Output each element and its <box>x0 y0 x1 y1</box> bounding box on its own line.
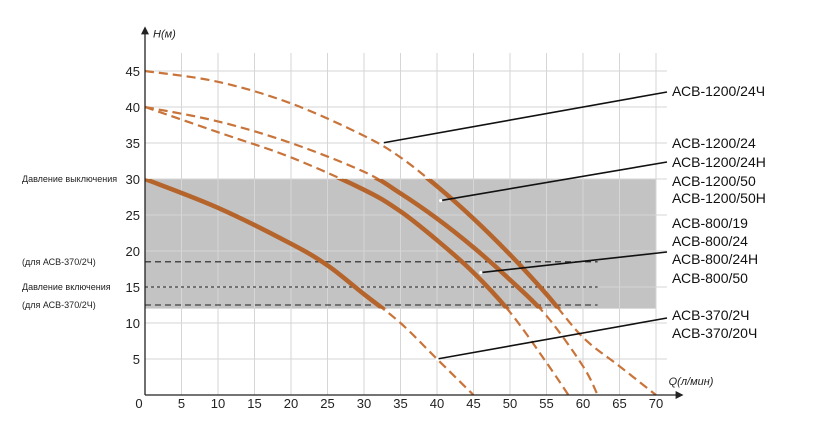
pressure-marker-label: (для АСВ-370/2Ч) <box>22 300 96 310</box>
series-curve-operating <box>145 179 387 309</box>
y-tick-label: 45 <box>126 64 140 79</box>
x-tick-label: 70 <box>649 396 663 411</box>
series-curve-dashed <box>144 105 570 396</box>
model-label: АСВ-800/24 <box>672 233 748 249</box>
series-curve-dashed <box>144 69 657 396</box>
annotation-anchor-dot <box>439 199 443 203</box>
x-tick-label: 65 <box>612 396 626 411</box>
x-tick-label: 25 <box>320 396 334 411</box>
y-tick-label: 10 <box>126 316 140 331</box>
x-tick-label: 15 <box>247 396 261 411</box>
pressure-marker-layer: Давление выключения (для АСВ-370/2Ч) Давле… <box>22 174 598 310</box>
model-label: АСВ-1200/24Н <box>672 154 766 170</box>
grid <box>145 53 667 395</box>
model-label: АСВ-800/19 <box>672 215 748 231</box>
x-tick-label: 5 <box>178 396 185 411</box>
axes: Q(л/мин) H(м) <box>141 26 714 399</box>
y-tick-label: 5 <box>133 352 140 367</box>
y-tick-label: 30 <box>126 172 140 187</box>
x-tick-label: 45 <box>466 396 480 411</box>
annotation-leader-line <box>382 91 668 144</box>
model-label: АСВ-800/50 <box>672 270 748 286</box>
model-annotations: АСВ-1200/24Ч АСВ-1200/24 АСВ-1200/24Н АСВ-1… <box>380 83 766 361</box>
annotation-anchor-dot <box>479 271 483 275</box>
pressure-marker-label: Давление выключения <box>22 174 117 184</box>
annotation-leader-line <box>436 317 668 360</box>
x-tick-label: 10 <box>211 396 225 411</box>
x-tick-label: 20 <box>284 396 298 411</box>
x-tick-label: 30 <box>357 396 371 411</box>
model-label: АСВ-370/2Ч <box>672 307 750 323</box>
annotation-leader-line <box>480 251 668 274</box>
series-layer <box>144 69 657 396</box>
model-label: АСВ-1200/24Ч <box>672 83 765 99</box>
y-axis-title: H(м) <box>153 28 176 40</box>
x-axis-title: Q(л/мин) <box>669 376 714 388</box>
x-tick-label: 60 <box>576 396 590 411</box>
annotation-anchor-dot <box>380 141 384 145</box>
annotation-anchor-dot <box>435 357 439 361</box>
x-tick-label: 35 <box>393 396 407 411</box>
model-label: АСВ-1200/24 <box>672 135 756 151</box>
model-label: АСВ-800/24Н <box>672 251 758 267</box>
pressure-marker-label: (для АСВ-370/2Ч) <box>22 257 96 267</box>
x-tick-label: 40 <box>430 396 444 411</box>
y-tick-label: 15 <box>126 280 140 295</box>
x-tick-label: 0 <box>135 396 142 411</box>
series-curve-operating <box>335 179 510 309</box>
y-tick-label: 40 <box>126 100 140 115</box>
series-curve-operating <box>373 179 544 309</box>
tick-labels: 0 5 10 15 20 25 30 35 40 45 50 55 60 65 70 5 10 15 20 25 30 3… <box>126 64 664 411</box>
model-label: АСВ-1200/50Н <box>672 190 766 206</box>
pressure-marker-label: Давление включения <box>22 282 111 292</box>
model-label: АСВ-1200/50 <box>672 173 756 189</box>
annotation-leader-line <box>440 161 668 202</box>
y-tick-label: 25 <box>126 208 140 223</box>
y-tick-label: 20 <box>126 244 140 259</box>
model-label: АСВ-370/20Ч <box>672 325 757 341</box>
x-tick-label: 55 <box>539 396 553 411</box>
series-curve-operating <box>424 179 562 309</box>
y-tick-label: 35 <box>126 136 140 151</box>
x-tick-label: 50 <box>503 396 517 411</box>
